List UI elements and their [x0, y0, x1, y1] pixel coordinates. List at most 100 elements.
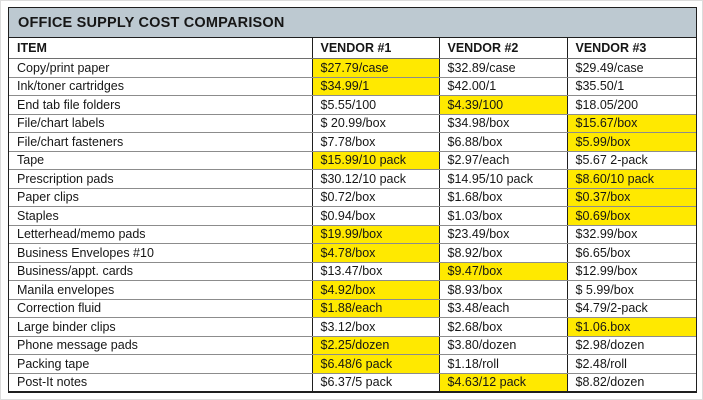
- item-cell: Tape: [9, 151, 312, 170]
- table-row: Manila envelopes $4.92/box $8.93/box $ 5.99…: [9, 280, 696, 300]
- table-row: Tape $15.99/10 pack $2.97/each $5.67 2-pack: [9, 151, 696, 170]
- table-row: Post-It notes $6.37/5 pack $4.63/12 pack $8…: [9, 373, 696, 391]
- table-row: End tab file folders $5.55/100 $4.39/100 $1…: [9, 95, 696, 115]
- table-row: Business/appt. cards $13.47/box $9.47/box $…: [9, 262, 696, 281]
- price-cell: $8.92/box: [438, 243, 567, 263]
- price-cell: $4.78/box: [311, 243, 439, 263]
- price-cell: $1.88/each: [311, 299, 439, 318]
- item-cell: Prescription pads: [9, 169, 312, 189]
- table-row: Staples $0.94/box $1.03/box $0.69/box: [9, 206, 696, 226]
- comparison-table: ITEM VENDOR #1 VENDOR #2 VENDOR #3 Copy/…: [9, 38, 696, 391]
- price-cell: $ 20.99/box: [311, 114, 439, 133]
- column-header-vendor1: VENDOR #1: [311, 38, 439, 59]
- table-row: Ink/toner cartridges $34.99/1 $42.00/1 $35.…: [9, 77, 696, 96]
- price-cell: $7.78/box: [311, 132, 439, 152]
- price-cell: $8.82/dozen: [566, 373, 696, 391]
- item-cell: File/chart labels: [9, 114, 312, 133]
- item-cell: Business Envelopes #10: [9, 243, 312, 263]
- price-cell: $1.03/box: [438, 206, 567, 226]
- item-cell: Letterhead/memo pads: [9, 225, 312, 244]
- price-cell: $6.37/5 pack: [311, 373, 439, 391]
- column-header-vendor3: VENDOR #3: [566, 38, 696, 59]
- price-cell: $13.47/box: [311, 262, 439, 281]
- price-cell: $0.94/box: [311, 206, 439, 226]
- item-cell: Packing tape: [9, 354, 312, 374]
- price-cell: $29.49/case: [566, 58, 696, 78]
- item-cell: Phone message pads: [9, 336, 312, 355]
- price-cell: $42.00/1: [438, 77, 567, 96]
- price-cell: $2.97/each: [438, 151, 567, 170]
- item-cell: File/chart fasteners: [9, 132, 312, 152]
- price-cell: $5.99/box: [566, 132, 696, 152]
- price-cell: $3.12/box: [311, 317, 439, 337]
- price-cell: $19.99/box: [311, 225, 439, 244]
- table-row: Prescription pads $30.12/10 pack $14.95/10…: [9, 169, 696, 189]
- price-cell: $6.65/box: [566, 243, 696, 263]
- price-cell: $18.05/200: [566, 95, 696, 115]
- price-cell: $0.69/box: [566, 206, 696, 226]
- price-cell: $1.68/box: [438, 188, 567, 207]
- table-row: File/chart fasteners $7.78/box $6.88/box $5…: [9, 132, 696, 152]
- item-cell: End tab file folders: [9, 95, 312, 115]
- item-cell: Paper clips: [9, 188, 312, 207]
- table-body: Copy/print paper $27.79/case $32.89/case $2…: [9, 58, 696, 391]
- price-cell: $23.49/box: [438, 225, 567, 244]
- price-cell: $6.88/box: [438, 132, 567, 152]
- item-cell: Ink/toner cartridges: [9, 77, 312, 96]
- price-cell: $5.67 2-pack: [566, 151, 696, 170]
- price-cell: $1.06.box: [566, 317, 696, 337]
- table-row: Correction fluid $1.88/each $3.48/each $4.7…: [9, 299, 696, 318]
- table-row: Phone message pads $2.25/dozen $3.80/dozen…: [9, 336, 696, 355]
- item-cell: Large binder clips: [9, 317, 312, 337]
- price-cell: $4.39/100: [438, 95, 567, 115]
- item-cell: Manila envelopes: [9, 280, 312, 300]
- table-title-bar: OFFICE SUPPLY COST COMPARISON: [9, 8, 696, 38]
- price-cell: $30.12/10 pack: [311, 169, 439, 189]
- price-cell: $4.79/2-pack: [566, 299, 696, 318]
- price-cell: $32.89/case: [438, 58, 567, 78]
- price-cell: $12.99/box: [566, 262, 696, 281]
- table-row: Large binder clips $3.12/box $2.68/box $1.0…: [9, 317, 696, 337]
- table-row: Business Envelopes #10 $4.78/box $8.92/box…: [9, 243, 696, 263]
- item-cell: Post-It notes: [17, 375, 88, 390]
- price-cell: $2.98/dozen: [566, 336, 696, 355]
- column-header-item: ITEM: [9, 38, 312, 59]
- item-cell: Copy/print paper: [9, 58, 312, 78]
- comparison-table-panel: OFFICE SUPPLY COST COMPARISON ITEM VENDO…: [8, 7, 697, 393]
- table-row: Packing tape $6.48/6 pack $1.18/roll $2.48/…: [9, 354, 696, 374]
- price-cell: $32.99/box: [566, 225, 696, 244]
- price-cell: $6.48/6 pack: [311, 354, 439, 374]
- price-cell: $8.93/box: [438, 280, 567, 300]
- table-title: OFFICE SUPPLY COST COMPARISON: [18, 14, 285, 31]
- table-row: File/chart labels $ 20.99/box $34.98/box $1…: [9, 114, 696, 133]
- price-cell: $ 5.99/box: [566, 280, 696, 300]
- price-cell: $2.68/box: [438, 317, 567, 337]
- price-cell: $9.47/box: [438, 262, 567, 281]
- price-cell: $5.55/100: [311, 95, 439, 115]
- price-cell: $0.72/box: [311, 188, 439, 207]
- column-header-vendor2: VENDOR #2: [438, 38, 567, 59]
- price-cell: $1.18/roll: [438, 354, 567, 374]
- price-cell: $34.99/1: [311, 77, 439, 96]
- price-cell: $15.67/box: [566, 114, 696, 133]
- item-cell: Business/appt. cards: [9, 262, 312, 281]
- item-cell: Correction fluid: [9, 299, 312, 318]
- price-cell: $2.25/dozen: [311, 336, 439, 355]
- price-cell: $14.95/10 pack: [438, 169, 567, 189]
- price-cell: $3.80/dozen: [438, 336, 567, 355]
- price-cell: $8.60/10 pack: [566, 169, 696, 189]
- price-cell: $4.63/12 pack: [438, 373, 567, 391]
- price-cell: $2.48/roll: [566, 354, 696, 374]
- price-cell: $0.37/box: [566, 188, 696, 207]
- price-cell: $34.98/box: [438, 114, 567, 133]
- table-row: Copy/print paper $27.79/case $32.89/case $2…: [9, 58, 696, 78]
- price-cell: $15.99/10 pack: [311, 151, 439, 170]
- price-cell: $27.79/case: [311, 58, 439, 78]
- price-cell: $35.50/1: [566, 77, 696, 96]
- header-row: ITEM VENDOR #1 VENDOR #2 VENDOR #3: [9, 38, 696, 59]
- price-cell: $4.92/box: [311, 280, 439, 300]
- item-cell: Staples: [9, 206, 312, 226]
- price-cell: $3.48/each: [438, 299, 567, 318]
- table-row: Paper clips $0.72/box $1.68/box $0.37/box: [9, 188, 696, 207]
